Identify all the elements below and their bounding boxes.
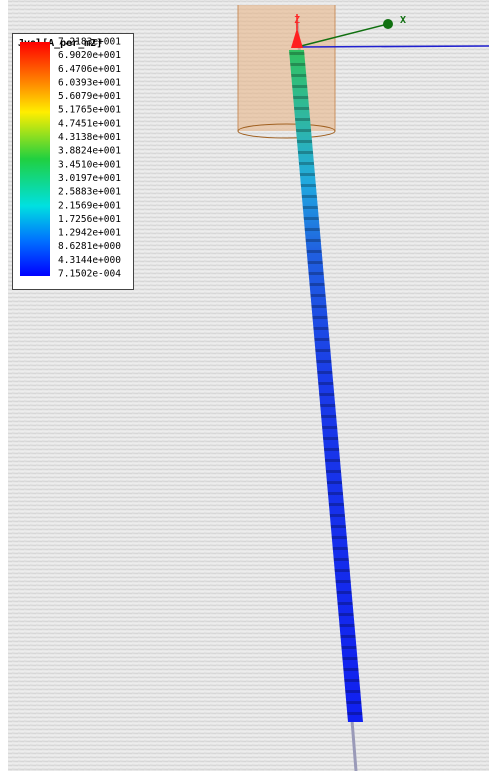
legend-label: 7.1502e-004: [58, 269, 121, 280]
legend-label: 1.7256e+001: [58, 214, 121, 225]
legend-label: 1.2942e+001: [58, 228, 121, 239]
legend-label: 2.1569e+001: [58, 200, 121, 211]
x-axis-label: X: [400, 15, 406, 26]
cylinder-body: [238, 5, 335, 131]
legend-label: 8.6281e+000: [58, 241, 121, 252]
x-axis-head: [383, 19, 393, 29]
legend-label: 4.7451e+001: [58, 118, 121, 129]
outer-cylinder: [238, 5, 335, 138]
legend: Jvol[A_per_m2] 7.2183e+0016.9020e+0016.4…: [13, 34, 134, 290]
legend-label: 3.0197e+001: [58, 173, 121, 184]
legend-label: 4.3138e+001: [58, 132, 121, 143]
legend-label: 2.5883e+001: [58, 187, 121, 198]
legend-label: 3.4510e+001: [58, 159, 121, 170]
legend-label: 3.8824e+001: [58, 146, 121, 157]
field-plot-view: X Z Jvol[A_per_m2] 7.2183e+0016.9020e+00…: [0, 0, 489, 771]
legend-label: 6.0393e+001: [58, 77, 121, 88]
y-axis-line: [297, 46, 489, 47]
legend-label: 4.3144e+000: [58, 255, 121, 266]
page: X Z Jvol[A_per_m2] 7.2183e+0016.9020e+00…: [0, 0, 489, 771]
legend-label: 5.1765e+001: [58, 105, 121, 116]
legend-label: 6.4706e+001: [58, 64, 121, 75]
z-axis-label: Z: [294, 15, 300, 26]
legend-label: 6.9020e+001: [58, 50, 121, 61]
legend-label: 5.6079e+001: [58, 91, 121, 102]
legend-label: 7.2183e+001: [58, 37, 121, 48]
color-bar: [20, 42, 50, 276]
